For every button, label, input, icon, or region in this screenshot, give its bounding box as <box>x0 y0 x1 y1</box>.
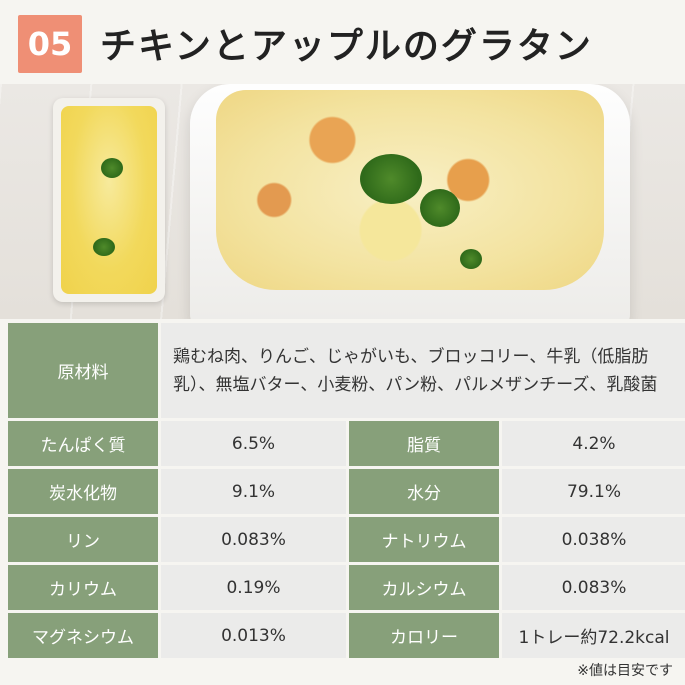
row-label: 脂質 <box>349 421 499 466</box>
row-value: 0.19% <box>161 565 346 610</box>
row-value: 0.013% <box>161 613 346 658</box>
row-label: ナトリウム <box>349 517 499 562</box>
row-value: 9.1% <box>161 469 346 514</box>
food-tray-image <box>53 98 165 302</box>
gratin-bowl-image <box>190 84 630 319</box>
product-photo <box>0 84 685 319</box>
row-label: リン <box>8 517 158 562</box>
row-label: たんぱく質 <box>8 421 158 466</box>
footnote: ※値は目安です <box>577 663 673 679</box>
row-value: 0.083% <box>502 565 685 610</box>
row-label: マグネシウム <box>8 613 158 658</box>
tray-gratin <box>61 106 157 294</box>
row-value: 0.083% <box>161 517 346 562</box>
broccoli-piece <box>93 238 115 256</box>
header: 05 チキンとアップルのグラタン <box>0 0 685 80</box>
ingredients-label: 原材料 <box>8 323 158 418</box>
row-label: カリウム <box>8 565 158 610</box>
page-title: チキンとアップルのグラタン <box>100 26 593 67</box>
row-value: 79.1% <box>502 469 685 514</box>
number-badge: 05 <box>18 15 82 73</box>
broccoli-piece <box>460 249 482 269</box>
row-label: 水分 <box>349 469 499 514</box>
row-label: 炭水化物 <box>8 469 158 514</box>
row-label: カルシウム <box>349 565 499 610</box>
row-label: カロリー <box>349 613 499 658</box>
broccoli-piece <box>420 189 460 227</box>
row-value: 6.5% <box>161 421 346 466</box>
broccoli-piece <box>360 154 422 204</box>
broccoli-piece <box>101 158 123 178</box>
row-value: 0.038% <box>502 517 685 562</box>
ingredients-value: 鶏むね肉、りんご、じゃがいも、ブロッコリー、牛乳（低脂肪乳）、無塩バター、小麦粉… <box>161 323 685 418</box>
nutrition-table: 原材料 鶏むね肉、りんご、じゃがいも、ブロッコリー、牛乳（低脂肪乳）、無塩バター… <box>8 323 685 658</box>
row-value: 1トレー約72.2kcal <box>502 613 685 658</box>
row-value: 4.2% <box>502 421 685 466</box>
